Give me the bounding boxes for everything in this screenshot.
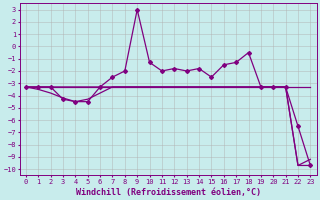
X-axis label: Windchill (Refroidissement éolien,°C): Windchill (Refroidissement éolien,°C): [76, 188, 260, 197]
